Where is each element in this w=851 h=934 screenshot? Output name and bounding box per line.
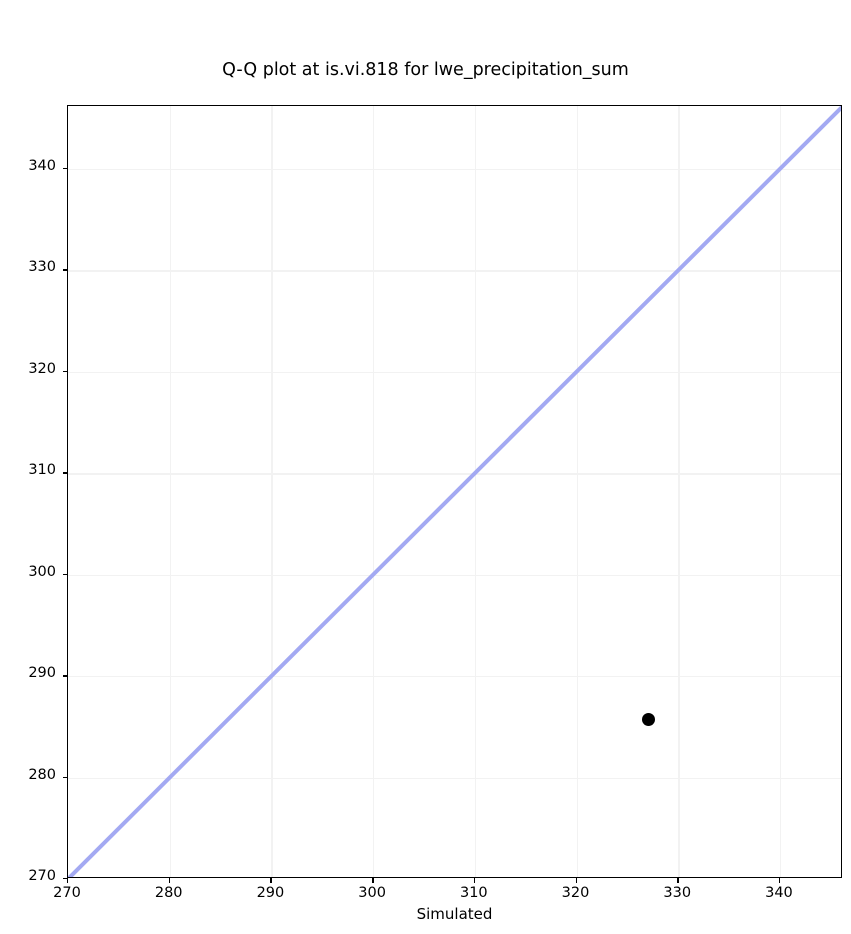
gridline-horizontal [68, 574, 841, 576]
y-axis-tick [62, 776, 67, 778]
x-axis-tick-label: 330 [663, 885, 692, 901]
gridline-vertical [576, 106, 578, 877]
y-axis-tick-label: 340 [28, 157, 56, 174]
x-axis-tick-label: 310 [459, 885, 488, 901]
data-point [642, 713, 656, 727]
y-axis-tick [62, 167, 67, 170]
gridline-vertical [779, 106, 782, 877]
x-axis-tick-label: 270 [53, 885, 81, 901]
one-to-one-reference-line [68, 106, 841, 877]
chart-title-line-1: Q-Q plot at is.vi.818 for lwe_precipitat… [222, 60, 629, 80]
y-axis-tick-label: 280 [28, 766, 56, 783]
y-axis-tick-label: 290 [28, 665, 56, 682]
y-axis-tick [62, 370, 67, 373]
gridline-vertical [474, 106, 477, 877]
y-axis-tick-label: 310 [28, 462, 56, 479]
y-axis-tick [62, 878, 67, 880]
x-axis-label: Simulated [416, 905, 493, 923]
y-axis-tick-label: 300 [28, 563, 56, 580]
x-axis-tick [372, 878, 374, 883]
gridline-vertical [169, 106, 171, 877]
y-axis-tick-label: 330 [28, 259, 56, 276]
gridline-vertical [271, 106, 273, 877]
gridline-horizontal [68, 777, 841, 779]
y-axis-tick [62, 472, 67, 474]
gridline-horizontal [68, 676, 841, 678]
x-axis-tick-label: 300 [358, 885, 386, 901]
gridline-horizontal [68, 270, 841, 272]
y-axis-tick-label: 270 [28, 868, 56, 884]
gridline-horizontal [68, 371, 841, 374]
x-axis-tick [473, 878, 476, 883]
x-axis-tick-label: 320 [561, 885, 590, 901]
plot-area [67, 105, 842, 878]
x-axis-tick-label: 340 [765, 885, 793, 901]
x-axis-tick [67, 878, 69, 883]
x-axis-tick [677, 878, 679, 883]
x-axis-tick-label: 280 [154, 885, 183, 901]
x-axis-tick [575, 878, 577, 883]
x-axis-tick [270, 878, 272, 883]
x-axis-tick-label: 290 [256, 885, 285, 901]
y-axis-tick [62, 573, 67, 576]
y-axis-tick [62, 269, 67, 271]
gridline-horizontal [68, 473, 841, 475]
y-axis-tick-label: 320 [28, 360, 56, 377]
gridline-horizontal [68, 168, 841, 171]
gridline-vertical [678, 106, 680, 877]
gridline-vertical [373, 106, 375, 877]
x-axis-tick [778, 878, 781, 883]
x-axis-tick [168, 878, 171, 883]
y-axis-tick [62, 675, 67, 677]
